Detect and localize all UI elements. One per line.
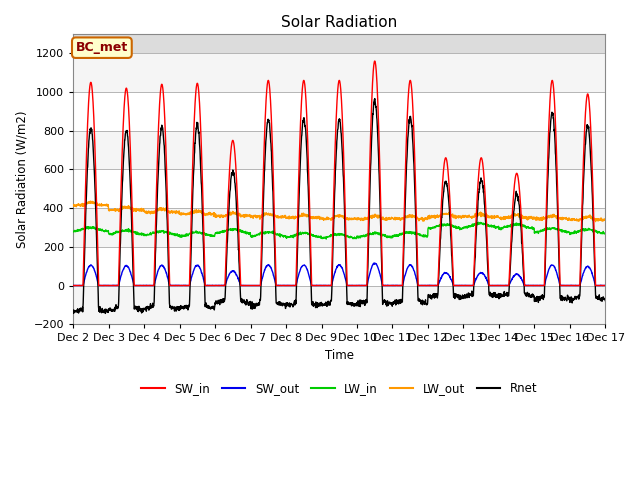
LW_out	[592, 219, 600, 225]
LW_in	[355, 235, 362, 241]
Y-axis label: Solar Radiation (W/m2): Solar Radiation (W/m2)	[15, 110, 28, 248]
Rnet	[355, 301, 362, 307]
Legend: SW_in, SW_out, LW_in, LW_out, Rnet: SW_in, SW_out, LW_in, LW_out, Rnet	[136, 377, 542, 399]
Line: SW_in: SW_in	[73, 61, 605, 286]
LW_in	[570, 229, 577, 235]
SW_in	[69, 283, 77, 288]
Bar	[73, 208, 605, 247]
Rnet	[555, 245, 563, 251]
SW_in	[366, 160, 374, 166]
SW_out	[555, 276, 563, 282]
Bar	[73, 53, 605, 92]
LW_in	[602, 231, 609, 237]
SW_in	[570, 283, 577, 288]
Rnet	[371, 96, 379, 101]
SW_in	[355, 283, 362, 288]
Rnet	[69, 307, 77, 312]
SW_out	[370, 260, 378, 266]
Bar	[73, 131, 605, 169]
Bar	[73, 286, 605, 324]
SW_out	[570, 283, 577, 288]
Title: Solar Radiation: Solar Radiation	[281, 15, 397, 30]
Rnet	[366, 180, 374, 186]
Bar	[73, 169, 605, 208]
LW_out	[355, 216, 362, 222]
Rnet	[494, 294, 502, 300]
LW_in	[69, 228, 77, 234]
LW_in	[494, 224, 502, 229]
Rnet	[602, 298, 609, 303]
SW_out	[494, 282, 502, 288]
SW_in	[218, 283, 225, 288]
LW_out	[218, 212, 225, 218]
SW_in	[602, 283, 609, 288]
SW_out	[355, 283, 362, 288]
SW_in	[494, 283, 502, 288]
X-axis label: Time: Time	[324, 349, 354, 362]
Rnet	[570, 296, 577, 301]
LW_out	[366, 215, 374, 220]
Line: LW_out: LW_out	[73, 201, 605, 222]
Rnet	[218, 300, 225, 306]
Rnet	[102, 311, 109, 316]
Bar	[73, 247, 605, 286]
SW_in	[554, 216, 562, 222]
LW_out	[69, 203, 77, 208]
SW_out	[69, 283, 77, 288]
SW_in	[371, 58, 379, 64]
LW_out	[494, 214, 502, 219]
LW_out	[570, 217, 577, 223]
LW_out	[86, 198, 94, 204]
Line: LW_in: LW_in	[73, 222, 605, 239]
Bar	[73, 92, 605, 131]
SW_out	[366, 269, 374, 275]
SW_out	[602, 283, 609, 288]
LW_in	[475, 219, 483, 225]
SW_out	[218, 283, 225, 288]
LW_out	[554, 214, 562, 220]
LW_in	[218, 229, 225, 235]
SW_out	[70, 283, 77, 288]
LW_in	[366, 231, 374, 237]
Text: BC_met: BC_met	[76, 41, 128, 54]
LW_in	[323, 236, 330, 242]
Line: SW_out: SW_out	[73, 263, 605, 286]
LW_in	[555, 227, 563, 232]
Line: Rnet: Rnet	[73, 98, 605, 313]
LW_out	[602, 217, 609, 223]
